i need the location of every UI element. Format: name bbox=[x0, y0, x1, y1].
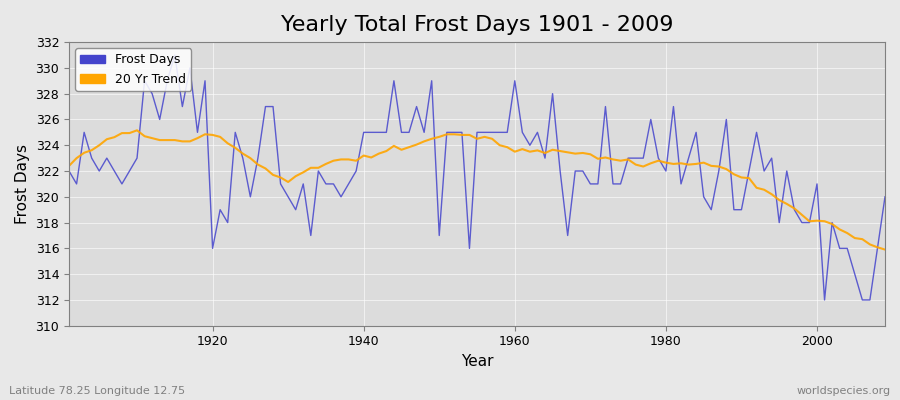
Text: Latitude 78.25 Longitude 12.75: Latitude 78.25 Longitude 12.75 bbox=[9, 386, 185, 396]
Frost Days bbox=[509, 78, 520, 83]
Title: Yearly Total Frost Days 1901 - 2009: Yearly Total Frost Days 1901 - 2009 bbox=[281, 15, 673, 35]
Frost Days bbox=[124, 169, 135, 174]
20 Yr Trend bbox=[517, 147, 527, 152]
20 Yr Trend bbox=[509, 149, 520, 154]
Frost Days bbox=[517, 130, 527, 135]
Line: Frost Days: Frost Days bbox=[69, 55, 885, 300]
Frost Days bbox=[608, 182, 618, 186]
Y-axis label: Frost Days: Frost Days bbox=[15, 144, 30, 224]
Legend: Frost Days, 20 Yr Trend: Frost Days, 20 Yr Trend bbox=[76, 48, 192, 91]
20 Yr Trend bbox=[131, 128, 142, 133]
Frost Days bbox=[343, 182, 354, 186]
20 Yr Trend bbox=[343, 157, 354, 162]
Frost Days bbox=[819, 298, 830, 302]
Frost Days bbox=[298, 182, 309, 186]
20 Yr Trend bbox=[879, 247, 890, 252]
X-axis label: Year: Year bbox=[461, 354, 493, 369]
Text: worldspecies.org: worldspecies.org bbox=[796, 386, 891, 396]
Frost Days bbox=[169, 53, 180, 58]
20 Yr Trend bbox=[298, 170, 309, 175]
20 Yr Trend bbox=[608, 157, 618, 162]
20 Yr Trend bbox=[124, 131, 135, 136]
Frost Days bbox=[879, 194, 890, 199]
Line: 20 Yr Trend: 20 Yr Trend bbox=[69, 130, 885, 250]
20 Yr Trend bbox=[64, 164, 75, 168]
Frost Days bbox=[64, 169, 75, 174]
